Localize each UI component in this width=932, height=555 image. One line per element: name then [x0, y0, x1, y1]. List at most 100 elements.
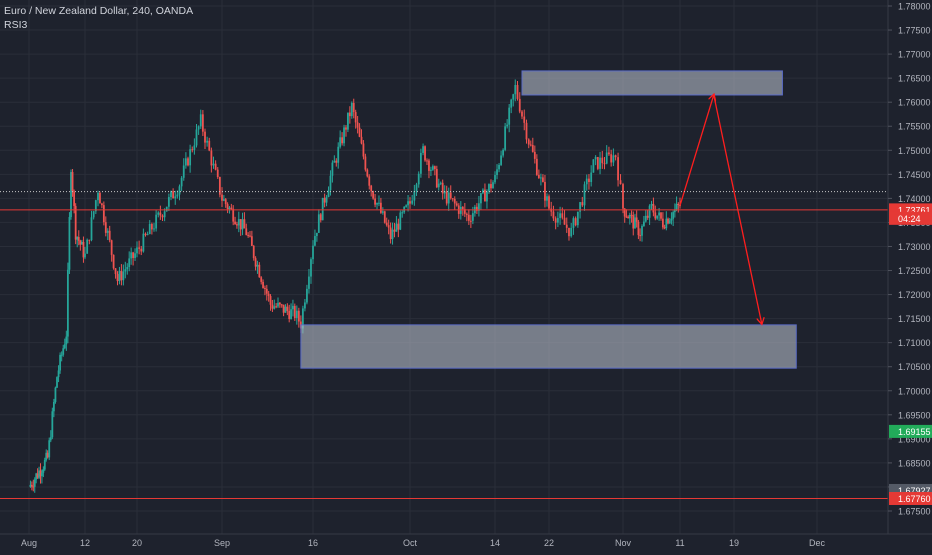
candle-body	[256, 264, 259, 267]
candle-body	[443, 191, 446, 194]
candle-body	[59, 354, 62, 371]
candle-body	[641, 226, 643, 236]
candle-body	[542, 177, 544, 182]
candle-body	[184, 158, 187, 166]
candle-body	[654, 212, 657, 219]
candle-body	[36, 473, 39, 478]
candle-body	[605, 152, 608, 164]
supply-zone[interactable]	[521, 70, 783, 96]
candle-body	[453, 198, 456, 204]
candle-body	[596, 157, 599, 169]
demand-zone[interactable]	[300, 324, 797, 369]
price-label: 04:24	[898, 214, 921, 224]
price-tick-label: 1.76000	[898, 98, 931, 108]
symbol-title: Euro / New Zealand Dollar, 240, OANDA	[4, 5, 194, 17]
candle-body	[372, 191, 375, 199]
candle-body	[523, 116, 526, 123]
candle-body	[484, 189, 486, 202]
candle-body	[494, 175, 496, 183]
zones[interactable]	[300, 70, 797, 369]
projection-arrow[interactable]	[713, 94, 762, 323]
candle-body	[525, 122, 528, 140]
time-tick-label: 19	[729, 538, 739, 548]
candle-body	[424, 146, 426, 161]
time-tick-label: 14	[490, 538, 500, 548]
candle-body	[306, 288, 308, 303]
projection-arrow[interactable]	[679, 95, 714, 206]
candle-body	[116, 274, 119, 282]
candle-body	[510, 99, 513, 108]
candle-body	[174, 196, 177, 199]
candle-body	[625, 216, 628, 218]
candles	[29, 79, 681, 493]
candle-body	[634, 217, 636, 229]
candle-body	[79, 240, 82, 245]
candle-body	[401, 212, 404, 214]
candle-body	[74, 205, 77, 240]
price-tick-label: 1.72500	[898, 266, 931, 276]
candle-body	[533, 151, 536, 159]
candle-body	[639, 235, 641, 237]
candle-body	[315, 232, 318, 237]
candle-body	[341, 137, 343, 144]
candle-body	[237, 219, 240, 226]
candle-body	[433, 166, 436, 169]
candle-body	[399, 212, 402, 230]
candle-body	[335, 160, 338, 163]
candle-body	[378, 202, 380, 204]
candle-body	[405, 205, 408, 207]
price-axis[interactable]: 1.78000 1.77500 1.77000 1.76500 1.76000 1.755…	[887, 0, 932, 550]
candle-body	[354, 112, 357, 123]
candle-body	[80, 241, 83, 245]
time-tick-label: Aug	[21, 538, 37, 548]
candle-body	[576, 211, 579, 226]
time-tick-label: 11	[675, 538, 684, 548]
price-tick-label: 1.77500	[898, 26, 931, 36]
price-label-bg	[889, 211, 932, 225]
candle-body	[389, 227, 392, 240]
candle-body	[106, 230, 109, 233]
candle-body	[437, 183, 440, 188]
candle-body	[374, 198, 376, 205]
time-axis[interactable]: Aug 12 20 Sep 16 Oct 14 22 Nov 11 19 Dec	[0, 533, 932, 550]
candle-body	[245, 228, 248, 235]
candle-body	[252, 245, 255, 259]
time-tick-label: Sep	[214, 538, 230, 548]
candle-body	[310, 259, 312, 277]
projection-arrows[interactable]	[679, 94, 762, 323]
candle-body	[546, 196, 548, 201]
candle-body	[157, 212, 160, 215]
candle-body	[617, 157, 619, 181]
candle-body	[163, 211, 166, 218]
candle-body	[118, 271, 121, 282]
candle-body	[385, 222, 388, 226]
candle-body	[146, 234, 149, 236]
candle-body	[41, 472, 43, 477]
price-label: 1.73761	[898, 205, 931, 215]
candle-body	[537, 174, 540, 179]
candle-body	[33, 479, 36, 487]
candle-body	[331, 162, 334, 176]
candle-body	[150, 224, 153, 230]
candle-body	[277, 302, 279, 307]
candle-body	[234, 221, 236, 225]
price-tick-label: 1.75000	[898, 146, 931, 156]
candle-body	[97, 192, 99, 201]
candle-body	[49, 437, 52, 441]
time-axis-bg	[0, 534, 932, 550]
candle-body	[337, 146, 340, 163]
candle-body	[644, 215, 647, 222]
candle-body	[221, 194, 223, 201]
candle-body	[204, 131, 206, 143]
candle-body	[62, 348, 65, 355]
candle-body	[92, 211, 95, 218]
candle-body	[182, 165, 185, 178]
candle-body	[267, 293, 270, 296]
candle-body	[226, 204, 229, 210]
candle-body	[288, 310, 291, 320]
candle-body	[614, 155, 617, 158]
candle-body	[347, 112, 349, 130]
candle-body	[360, 136, 363, 144]
